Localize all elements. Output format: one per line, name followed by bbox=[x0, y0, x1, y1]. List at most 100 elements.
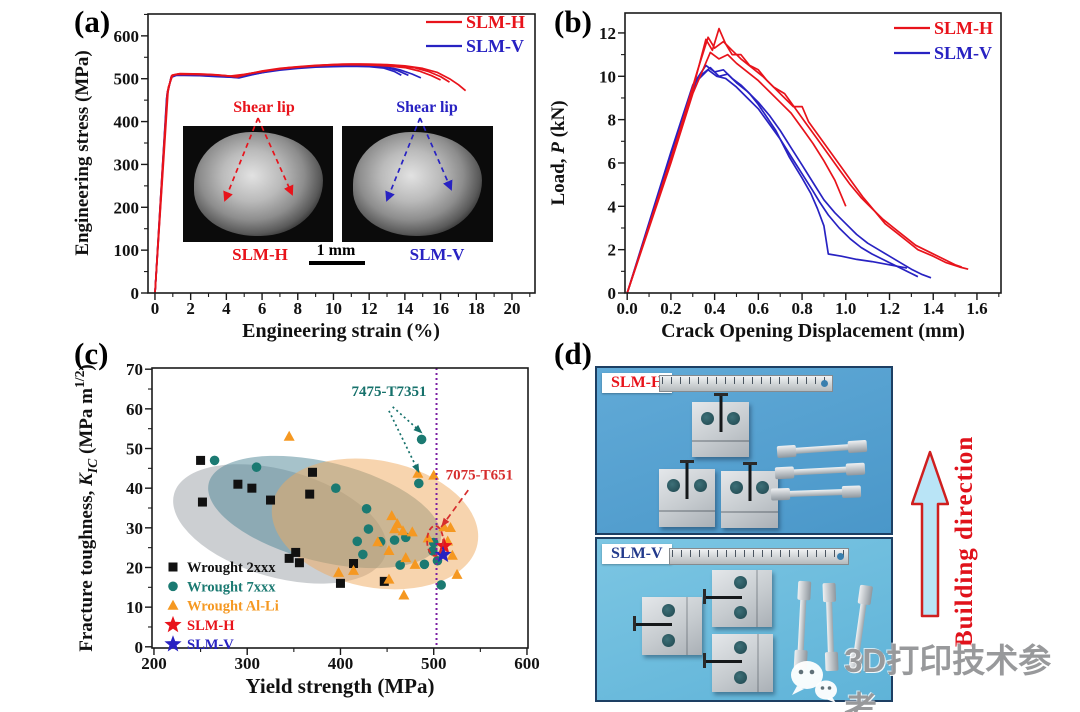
svg-text:200: 200 bbox=[141, 654, 167, 673]
svg-text:SLM-H: SLM-H bbox=[466, 12, 525, 32]
fracture-surface-slm-h bbox=[193, 131, 323, 237]
svg-text:16: 16 bbox=[432, 299, 449, 318]
svg-text:SLM-V: SLM-V bbox=[934, 43, 992, 63]
scale-bar-label: 1 mm bbox=[316, 242, 356, 259]
svg-text:2: 2 bbox=[186, 299, 195, 318]
svg-text:12: 12 bbox=[361, 299, 378, 318]
svg-text:SLM-V: SLM-V bbox=[187, 637, 234, 653]
scatter-Wrought 2xxx bbox=[196, 455, 389, 588]
svg-text:50: 50 bbox=[126, 440, 143, 459]
svg-text:500: 500 bbox=[421, 654, 447, 673]
panel-a-label: (a) bbox=[74, 4, 111, 39]
svg-text:0: 0 bbox=[151, 299, 160, 318]
svg-text:1.2: 1.2 bbox=[879, 299, 900, 318]
ct-specimen bbox=[659, 460, 715, 527]
svg-text:Wrought 2xxx: Wrought 2xxx bbox=[187, 560, 276, 576]
svg-text:Engineering strain (%): Engineering strain (%) bbox=[242, 320, 440, 342]
series-SLM-H-2 bbox=[626, 36, 962, 294]
svg-text:40: 40 bbox=[126, 479, 143, 498]
watermark-text: 3D打印技术参考 bbox=[844, 642, 1052, 712]
building-direction-label: Building direction bbox=[951, 435, 978, 647]
svg-text:0.6: 0.6 bbox=[748, 299, 769, 318]
svg-text:10: 10 bbox=[126, 598, 143, 617]
svg-text:1.6: 1.6 bbox=[966, 299, 987, 318]
photo-slm-v-label: SLM-V bbox=[602, 544, 672, 564]
ct-specimen bbox=[633, 597, 702, 655]
svg-text:Yield strength (MPa): Yield strength (MPa) bbox=[246, 674, 435, 698]
svg-text:14: 14 bbox=[396, 299, 414, 318]
svg-text:0.4: 0.4 bbox=[704, 299, 726, 318]
svg-text:600: 600 bbox=[114, 27, 140, 46]
svg-text:SLM-V: SLM-V bbox=[466, 36, 524, 56]
ct-specimen bbox=[703, 634, 773, 692]
svg-text:0.2: 0.2 bbox=[660, 299, 681, 318]
svg-text:400: 400 bbox=[328, 654, 354, 673]
panel-d-label: (d) bbox=[554, 336, 592, 371]
svg-text:12: 12 bbox=[599, 24, 616, 43]
svg-text:6: 6 bbox=[258, 299, 267, 318]
svg-text:0: 0 bbox=[131, 284, 140, 303]
ruler bbox=[669, 548, 849, 565]
inset-label-slm-v: SLM-V bbox=[409, 245, 465, 264]
svg-text:20: 20 bbox=[126, 558, 143, 577]
svg-text:500: 500 bbox=[114, 70, 140, 89]
svg-text:200: 200 bbox=[114, 198, 140, 217]
svg-text:Wrought Al-Li: Wrought Al-Li bbox=[187, 599, 279, 615]
series-SLM-V-3 bbox=[626, 68, 919, 294]
svg-text:60: 60 bbox=[126, 400, 143, 419]
svg-text:6: 6 bbox=[608, 154, 617, 173]
scale-bar bbox=[309, 261, 365, 265]
photo-slm-v: SLM-V bbox=[595, 537, 893, 702]
svg-text:Crack Opening Displacement (mm: Crack Opening Displacement (mm) bbox=[661, 320, 965, 342]
svg-text:1.4: 1.4 bbox=[923, 299, 945, 318]
tensile-bar bbox=[778, 443, 866, 455]
fracture-surface-slm-v bbox=[352, 131, 483, 237]
svg-text:300: 300 bbox=[114, 155, 140, 174]
svg-text:Engineering stress (MPa): Engineering stress (MPa) bbox=[72, 50, 93, 255]
svg-text:300: 300 bbox=[234, 654, 260, 673]
svg-text:8: 8 bbox=[294, 299, 303, 318]
watermark: 3D打印技术参考 bbox=[788, 634, 1080, 712]
svg-text:0.0: 0.0 bbox=[617, 299, 638, 318]
tensile-bar bbox=[776, 465, 864, 477]
svg-text:Wrought 7xxx: Wrought 7xxx bbox=[187, 579, 276, 595]
panel-b-label: (b) bbox=[554, 4, 592, 39]
shear-lip-label-slm-h: Shear lip bbox=[233, 99, 295, 116]
photo-slm-h-label: SLM-H bbox=[602, 373, 673, 393]
ct-specimen bbox=[692, 393, 749, 457]
svg-text:SLM-H: SLM-H bbox=[187, 618, 235, 634]
sem-image-slm-v bbox=[342, 126, 493, 242]
svg-text:Fracture toughness, KIC (MPa m: Fracture toughness, KIC (MPa m1/2) bbox=[72, 364, 100, 652]
svg-text:30: 30 bbox=[126, 519, 143, 538]
svg-text:600: 600 bbox=[514, 654, 540, 673]
svg-text:SLM-H: SLM-H bbox=[934, 18, 993, 38]
building-direction-arrow bbox=[911, 450, 949, 618]
scatter-Wrought Al-Li bbox=[283, 430, 463, 600]
shear-lip-arrows bbox=[223, 117, 453, 202]
svg-text:10: 10 bbox=[325, 299, 342, 318]
svg-text:0: 0 bbox=[135, 638, 144, 657]
svg-text:18: 18 bbox=[468, 299, 485, 318]
ruler bbox=[659, 375, 833, 392]
ct-specimen bbox=[721, 462, 778, 528]
ct-specimen bbox=[703, 570, 772, 627]
svg-text:4: 4 bbox=[222, 299, 231, 318]
series-SLM-H-3 bbox=[154, 63, 441, 294]
svg-text:2: 2 bbox=[608, 241, 617, 260]
svg-text:7075-T651: 7075-T651 bbox=[446, 467, 514, 483]
svg-text:1.0: 1.0 bbox=[835, 299, 856, 318]
photo-slm-h: SLM-H bbox=[595, 366, 893, 535]
inset-label-slm-h: SLM-H bbox=[232, 245, 288, 264]
svg-text:0.8: 0.8 bbox=[791, 299, 812, 318]
wechat-icon bbox=[791, 661, 837, 703]
tensile-bar bbox=[772, 488, 860, 498]
svg-text:20: 20 bbox=[503, 299, 520, 318]
svg-text:4: 4 bbox=[608, 197, 617, 216]
svg-text:8: 8 bbox=[608, 111, 617, 130]
sem-image-slm-h bbox=[183, 126, 333, 242]
svg-text:Load, P (kN): Load, P (kN) bbox=[548, 100, 569, 205]
